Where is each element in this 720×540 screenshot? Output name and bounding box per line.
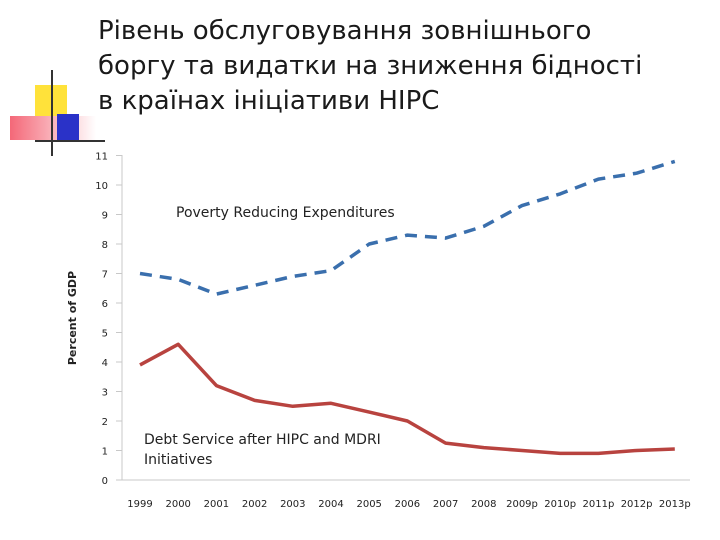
series-line-poverty-expenditures (139, 159, 676, 296)
y-tick-label: 2 (102, 417, 108, 428)
deco-blue-square (57, 114, 79, 140)
series-labels: Poverty Reducing Expenditures Debt Servic… (144, 205, 395, 468)
x-tick-label: 2000 (165, 499, 190, 510)
x-tick-label: 2007 (433, 499, 458, 510)
x-tick-label: 2013p (659, 499, 691, 510)
y-ticks: 0 1 2 3 4 5 6 7 8 9 10 11 (95, 152, 122, 487)
y-tick-label: 0 (102, 476, 108, 487)
x-tick-label: 2004 (318, 499, 343, 510)
series-line-debt-service (139, 342, 675, 456)
deco-horizontal-line (35, 140, 105, 142)
x-tick-label: 2005 (356, 499, 381, 510)
y-tick-label: 7 (102, 270, 108, 281)
x-tick-label: 2009p (506, 499, 538, 510)
title-line-3: в країнах ініціативи HIPC (98, 86, 440, 116)
x-tick-label: 2011p (583, 499, 615, 510)
slide-title: Рівень обслуговування зовнішнього боргу … (98, 14, 708, 119)
series-label-debt-service: Initiatives (144, 452, 212, 468)
y-tick-label: 10 (95, 181, 108, 192)
deco-red-bar (10, 116, 96, 140)
x-tick-label: 2002 (242, 499, 267, 510)
y-tick-label: 1 (102, 447, 108, 458)
y-axis-title: Percent of GDP (66, 271, 79, 365)
series-group (139, 159, 676, 456)
y-tick-label: 8 (102, 240, 108, 251)
y-tick-label: 4 (102, 358, 108, 369)
y-tick-label: 5 (102, 329, 108, 340)
y-tick-label: 9 (102, 211, 108, 222)
y-tick-label: 3 (102, 388, 108, 399)
x-tick-label: 2001 (204, 499, 229, 510)
title-line-2: боргу та видатки на зниження бідності (98, 51, 643, 81)
x-ticks: 1999 2000 2001 2002 2003 2004 2005 2006 2007 2008… (127, 499, 690, 510)
y-tick-label: 11 (95, 152, 108, 163)
x-tick-label: 2008 (471, 499, 496, 510)
x-tick-label: 2003 (280, 499, 305, 510)
deco-vertical-line (51, 70, 53, 156)
title-line-1: Рівень обслуговування зовнішнього (98, 16, 592, 46)
x-tick-label: 2006 (395, 499, 420, 510)
series-label-debt-service: Debt Service after HIPC and MDRI (144, 432, 381, 448)
x-tick-label: 1999 (127, 499, 152, 510)
series-label-poverty: Poverty Reducing Expenditures (176, 205, 395, 221)
x-tick-label: 2010p (544, 499, 576, 510)
x-tick-label: 2012p (621, 499, 653, 510)
y-tick-label: 6 (102, 299, 108, 310)
